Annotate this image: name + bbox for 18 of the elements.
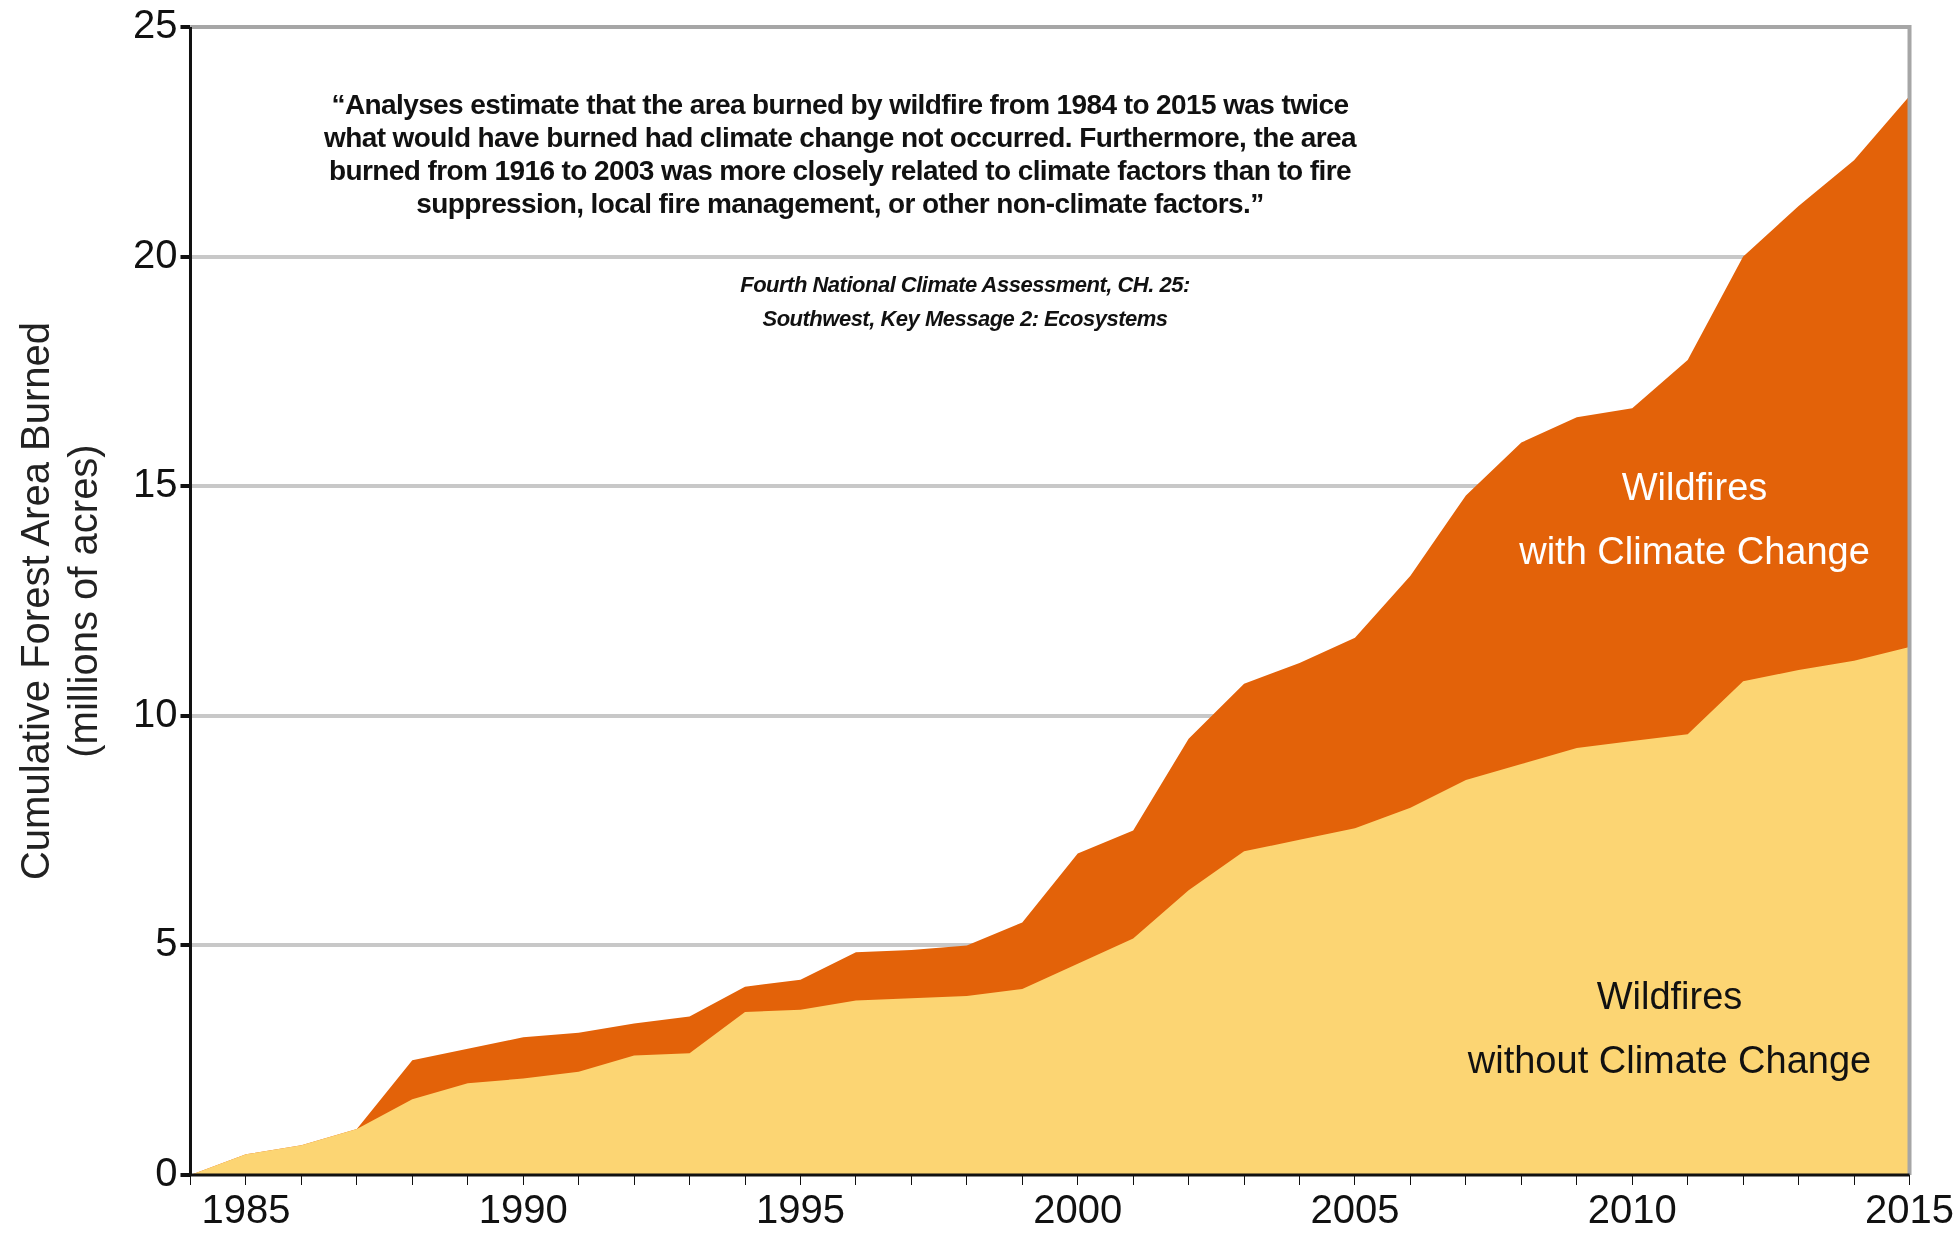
y-tick-label: 0 [155,1150,178,1195]
y-tick-label: 5 [155,920,178,965]
y-tick-label: 15 [132,461,178,506]
x-tick-label: 2005 [1310,1187,1400,1232]
x-tick-label: 2015 [1865,1187,1954,1232]
y-tick-label: 20 [132,231,178,276]
y-tick-label: 25 [132,2,178,47]
annotation: “Analyses estimate that the area burned by wildfire from 1984 to 2015 was twice what would have burned had climate change not occurred. Furthermore, the area burned from 1916 to 2003 was more closely related to climate factors than to fire suppression, local fire management, or other non-climate factors.” [323,88,1358,220]
y-axis-title: Cumulative Forest Area Burned (millions of acres) [13,321,106,881]
series-label: Wildfires with Climate Change [1518,465,1870,572]
annotation: Fourth National Climate Assessment, CH. 25: Southwest, Key Message 2: Ecosystems [739,271,1191,333]
y-tick-label: 10 [132,690,178,735]
x-tick-label: 2010 [1587,1187,1677,1232]
x-tick-label: 1990 [478,1187,568,1232]
x-tick-label: 1985 [201,1187,291,1232]
series-label: Wildfires without Climate Change [1466,975,1872,1082]
x-tick-label: 2000 [1033,1187,1123,1232]
x-tick-label: 1995 [755,1187,845,1232]
